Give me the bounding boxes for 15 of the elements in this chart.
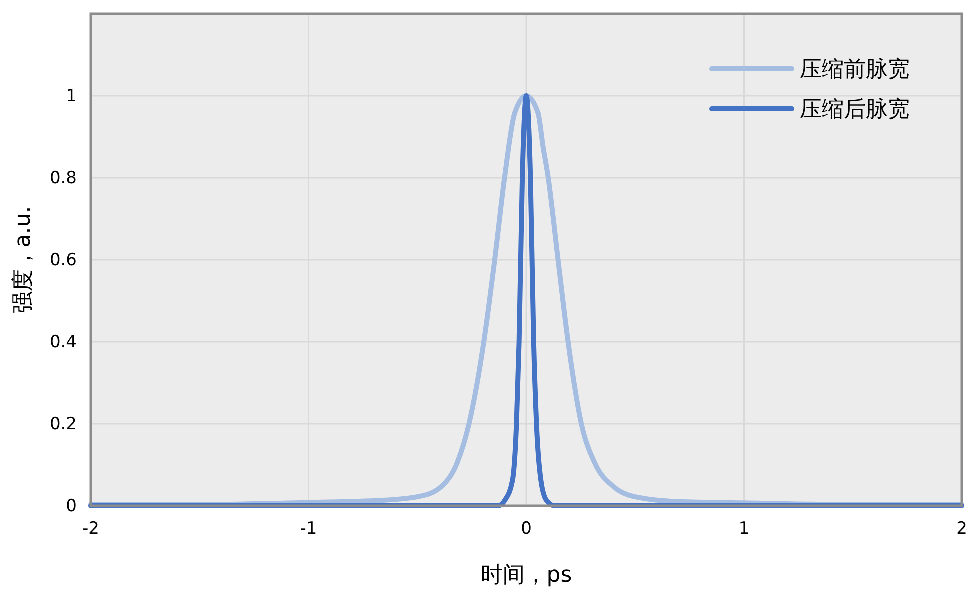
x-tick-label: -2 — [82, 519, 100, 540]
legend-label: 压缩前脉宽 — [800, 58, 910, 83]
x-tick-label: 0 — [521, 519, 532, 540]
x-tick-label: 2 — [956, 519, 968, 540]
y-tick-label: 1 — [66, 86, 77, 106]
x-tick-label: -1 — [300, 519, 318, 540]
y-axis-title: 强度，a.u. — [11, 206, 36, 314]
y-tick-label: 0 — [66, 496, 77, 516]
y-tick-label: 0.6 — [50, 250, 77, 270]
x-tick-label: 1 — [738, 519, 750, 540]
x-axis-title: 时间，ps — [480, 563, 572, 588]
legend-label: 压缩后脉宽 — [800, 98, 910, 123]
y-tick-label: 0.2 — [50, 414, 77, 434]
y-tick-label: 0.4 — [50, 332, 77, 352]
y-tick-label: 0.8 — [50, 168, 77, 188]
